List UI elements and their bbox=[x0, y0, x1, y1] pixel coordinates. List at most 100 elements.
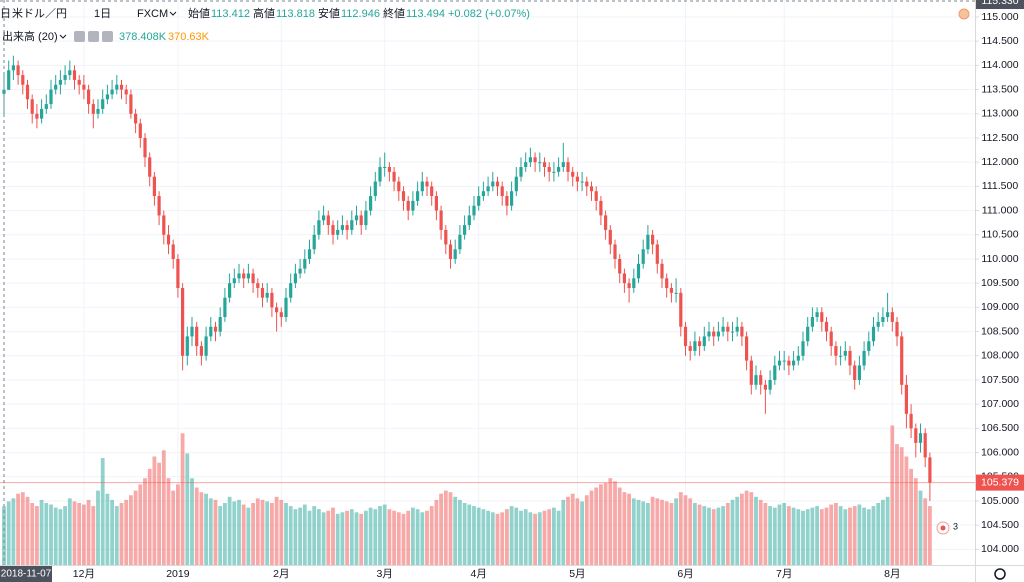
volume-bar bbox=[82, 504, 86, 565]
candle-body bbox=[721, 326, 725, 332]
y-tick-label: 106.000 bbox=[981, 446, 1019, 458]
candle-body bbox=[157, 196, 161, 216]
volume-bar bbox=[157, 462, 161, 565]
volume-bar bbox=[190, 478, 194, 565]
volume-bar bbox=[143, 478, 147, 565]
candle-body bbox=[166, 234, 171, 245]
volume-bar bbox=[312, 506, 317, 565]
volume-bar bbox=[754, 496, 758, 565]
candle-body bbox=[477, 196, 481, 206]
y-tick-label: 104.000 bbox=[981, 543, 1019, 555]
candle-body bbox=[923, 433, 927, 458]
settings-gear[interactable] bbox=[994, 568, 1006, 580]
volume-bar bbox=[20, 492, 25, 565]
candle-body bbox=[232, 278, 236, 284]
candle-body bbox=[185, 336, 189, 356]
volume-bar bbox=[439, 493, 443, 565]
volume-bar bbox=[505, 509, 509, 565]
candle-body bbox=[848, 350, 852, 366]
y-tick-label: 109.500 bbox=[981, 277, 1019, 289]
candle-body bbox=[406, 200, 410, 211]
volume-bar bbox=[279, 499, 284, 565]
volume-bar bbox=[364, 510, 368, 565]
y-tick-label: 110.000 bbox=[981, 253, 1018, 265]
candle-body bbox=[552, 171, 556, 173]
candle-body bbox=[237, 273, 241, 279]
dropdown-icon[interactable] bbox=[59, 34, 67, 39]
settings-icon[interactable] bbox=[88, 31, 99, 42]
candle-body bbox=[134, 113, 138, 124]
close-icon[interactable] bbox=[102, 31, 113, 42]
volume-bar bbox=[589, 490, 594, 565]
y-tick-label: 114.000 bbox=[981, 59, 1018, 71]
volume-bar bbox=[180, 433, 185, 565]
volume-bar bbox=[650, 496, 655, 565]
eye-icon[interactable] bbox=[74, 31, 85, 42]
volume-bar bbox=[284, 503, 288, 565]
candle-body bbox=[651, 234, 655, 245]
volume-bar bbox=[857, 504, 862, 565]
volume-bar bbox=[288, 506, 293, 565]
candle-body bbox=[303, 258, 307, 269]
volume-bar bbox=[448, 492, 453, 565]
candle-body bbox=[96, 108, 100, 114]
volume-bar bbox=[86, 499, 91, 565]
candle-body bbox=[453, 249, 457, 259]
volume-bar bbox=[53, 507, 58, 565]
dropdown-icon[interactable] bbox=[169, 11, 177, 16]
candle-body bbox=[787, 360, 791, 366]
event-dot bbox=[940, 525, 946, 531]
y-tick-label: 104.500 bbox=[981, 519, 1019, 531]
y-tick-label: 112.000 bbox=[981, 156, 1018, 168]
candle-body bbox=[810, 317, 814, 327]
candle-body bbox=[298, 268, 302, 274]
candle-body bbox=[336, 229, 340, 235]
candle-body bbox=[665, 278, 669, 289]
x-tick-label: 2月 bbox=[273, 568, 289, 580]
y-tick-label: 114.500 bbox=[981, 35, 1018, 47]
volume-bar bbox=[758, 499, 763, 565]
volume-bar bbox=[566, 496, 570, 565]
candle-body bbox=[190, 326, 194, 337]
volume-bar bbox=[848, 507, 852, 565]
volume-bar bbox=[801, 510, 805, 565]
candle-body bbox=[68, 70, 72, 76]
volume-bar bbox=[537, 512, 542, 565]
candle-body bbox=[129, 94, 133, 114]
candle-body bbox=[209, 326, 213, 337]
candle-body bbox=[561, 162, 565, 168]
volume-bar bbox=[613, 481, 617, 565]
volume-bar bbox=[340, 512, 345, 565]
volume-bar bbox=[16, 493, 20, 565]
volume-bar bbox=[293, 509, 298, 565]
candle-body bbox=[369, 196, 373, 211]
volume-bar bbox=[218, 506, 223, 565]
candle-body bbox=[251, 273, 255, 284]
volume-bar bbox=[913, 478, 918, 565]
volume-bar bbox=[429, 506, 434, 565]
volume-bar bbox=[843, 509, 848, 565]
volume-bar bbox=[711, 509, 716, 565]
y-tick-label: 105.000 bbox=[981, 495, 1019, 507]
volume-bar bbox=[453, 496, 458, 565]
volume-bar bbox=[63, 506, 67, 565]
candle-body bbox=[401, 191, 406, 201]
candle-body bbox=[119, 84, 124, 90]
volume-bar bbox=[735, 496, 740, 565]
volume-pane bbox=[2, 425, 932, 565]
volume-bar bbox=[100, 458, 105, 565]
candle-body bbox=[702, 336, 706, 347]
volume-bar bbox=[636, 499, 641, 565]
volume-bar bbox=[918, 490, 923, 565]
volume-bar bbox=[871, 506, 876, 565]
header: 日 米ドル／円 1日 FXCM 始値 113.412 高値 113.818 安値… bbox=[0, 6, 530, 43]
candle-body bbox=[660, 263, 664, 279]
volume-bar bbox=[862, 507, 866, 565]
volume-bar bbox=[881, 499, 885, 565]
candle-body bbox=[124, 89, 128, 95]
x-tick-label: 7月 bbox=[776, 568, 792, 580]
candle-body bbox=[876, 321, 880, 327]
volume-bar bbox=[246, 507, 251, 565]
candle-body bbox=[467, 215, 471, 226]
